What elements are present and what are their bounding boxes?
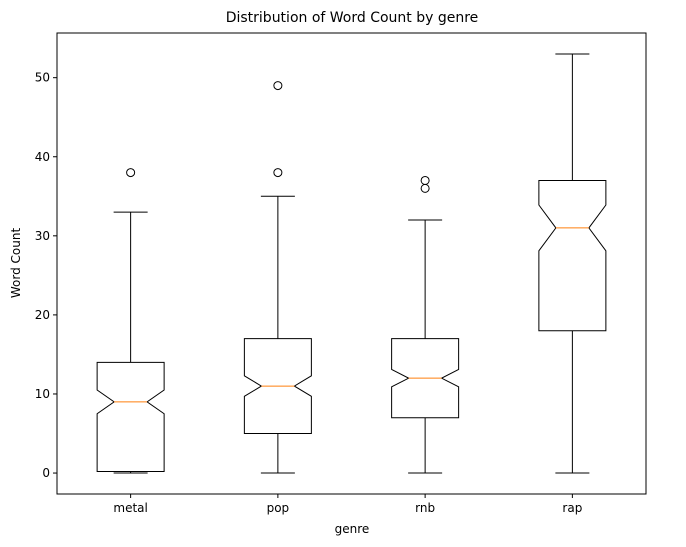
outlier-point [420,175,430,185]
outlier-point [273,81,283,91]
outlier-point [126,168,136,178]
box-rnb [391,175,460,474]
box-body [243,338,312,435]
box-body [96,361,165,472]
y-tick-label: 20 [35,308,50,322]
chart-title: Distribution of Word Count by genre [226,10,479,26]
y-tick-label: 10 [35,387,50,401]
boxes-layer [96,53,607,474]
box-pop [243,81,312,474]
box-body [538,179,607,332]
x-tick-label-metal: metal [113,501,147,515]
outlier-point [273,168,283,178]
y-tick-label: 50 [35,71,50,85]
y-tick-label: 30 [35,229,50,243]
x-axis-label: genre [335,522,370,536]
y-tick-label: 40 [35,150,50,164]
y-tick-label: 0 [42,466,50,480]
x-axis: metal pop rnb rap [113,494,582,515]
box-metal [96,168,165,474]
box-rap [538,53,607,474]
x-tick-label-pop: pop [267,501,290,515]
box-body [391,338,460,419]
y-axis: 0 10 20 30 40 50 [35,71,57,480]
x-tick-label-rap: rap [562,501,582,515]
y-axis-label: Word Count [9,228,23,299]
x-tick-label-rnb: rnb [415,501,435,515]
plot-area [56,32,647,495]
